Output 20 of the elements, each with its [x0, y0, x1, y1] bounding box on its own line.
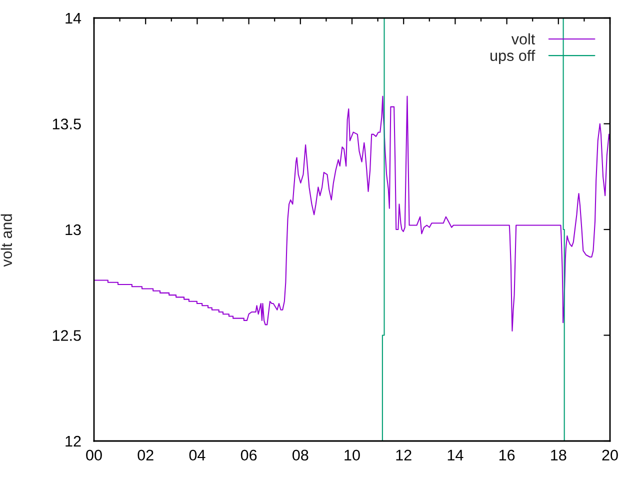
x-tick-label: 16: [499, 450, 515, 461]
y-tick-label: 12.5: [52, 330, 81, 341]
x-tick-label: 18: [551, 450, 566, 461]
x-tick-label: 12: [396, 450, 412, 460]
y-tick-label: 13.5: [52, 118, 81, 130]
x-tick-label: 08: [292, 450, 308, 461]
y-tick-label: 12: [66, 436, 81, 447]
legend-label: volt: [511, 33, 536, 44]
y-axis-title: volt and: [0, 214, 12, 267]
line-series: [94, 96, 610, 332]
x-tick-label: 10: [344, 450, 360, 461]
y-tick-label: 14: [66, 13, 82, 24]
x-tick-label: 14: [448, 450, 464, 460]
x-tick-label: 06: [240, 450, 257, 461]
x-tick-label: 00: [86, 450, 102, 461]
legend-label: ups off: [490, 50, 536, 64]
x-tick-label: 04: [189, 450, 206, 461]
x-tick-label: 02: [138, 450, 154, 461]
y-tick-label: 13: [66, 224, 81, 236]
x-tick-label: 20: [602, 450, 618, 461]
